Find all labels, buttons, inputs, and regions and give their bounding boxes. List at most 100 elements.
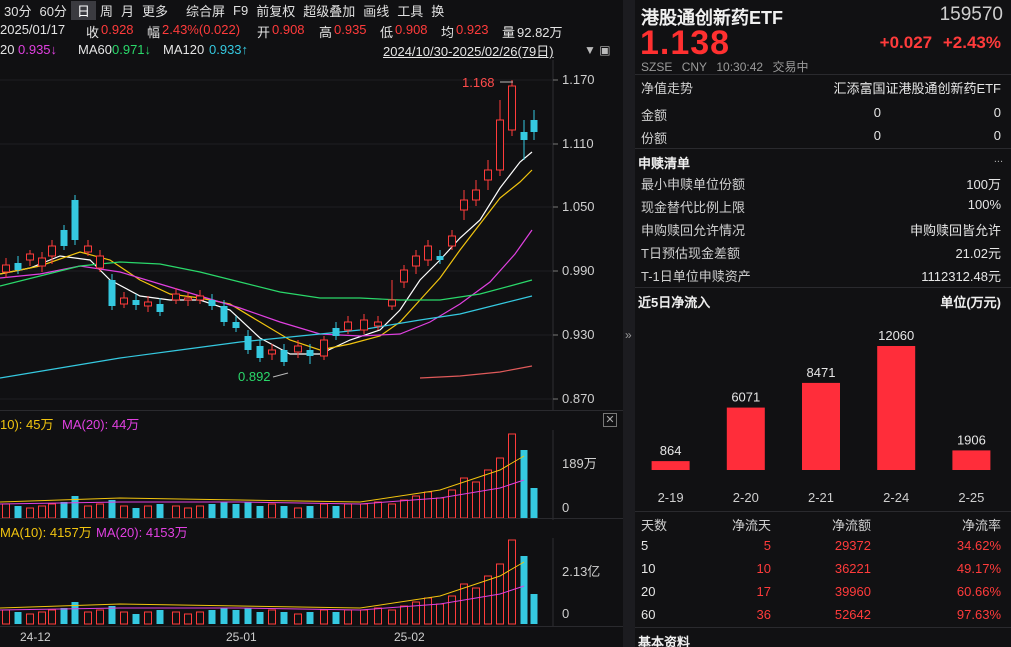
volume-bar bbox=[71, 602, 79, 624]
tab-week[interactable]: 周 bbox=[99, 3, 113, 19]
date-range-selector[interactable]: 2024/10/30-2025/02/26(79日) bbox=[383, 44, 554, 59]
candle-body bbox=[84, 245, 92, 253]
nav-trend-value: 汇添富国证港股通创新药ETF bbox=[833, 81, 1001, 96]
subscribe-list-header[interactable]: 申赎清单 ... bbox=[635, 148, 1011, 171]
volume-bar bbox=[156, 610, 164, 624]
volume-bar bbox=[306, 612, 314, 624]
volume-bar bbox=[280, 506, 288, 518]
sub-tick-label: 189万 bbox=[562, 456, 597, 471]
volume-bar bbox=[48, 503, 56, 519]
low-annotation: 0.892 bbox=[238, 369, 271, 384]
subscribe-value: 100% bbox=[967, 197, 1001, 212]
candle-body bbox=[436, 256, 444, 260]
volume-bar bbox=[268, 503, 276, 519]
ma-line bbox=[0, 295, 533, 379]
volume-bar bbox=[460, 583, 468, 625]
tab-more[interactable]: 更多 bbox=[141, 3, 168, 19]
collapse-arrow-icon[interactable]: » bbox=[625, 328, 632, 342]
volume-bar bbox=[220, 608, 228, 624]
low-value: 0.908 bbox=[395, 22, 428, 37]
tab-month[interactable]: 月 bbox=[120, 3, 134, 19]
ohlc-info-line: 2025/01/17 收 0.928 幅 2.43%(0.022) 开 0.90… bbox=[0, 21, 623, 40]
candles bbox=[2, 80, 538, 366]
tab-30min[interactable]: 30分 bbox=[4, 3, 32, 19]
flow-table-cell: 60.66% bbox=[956, 584, 1001, 599]
volume-bar bbox=[520, 556, 528, 624]
draw-line-button[interactable]: 画线 bbox=[363, 3, 390, 19]
volume-label: 量 bbox=[502, 25, 516, 40]
volume-bar bbox=[48, 609, 56, 625]
volume-bar bbox=[71, 496, 79, 518]
inflow-bar bbox=[877, 346, 916, 470]
flow-table-cell: 17 bbox=[756, 584, 771, 599]
volume-bar bbox=[120, 505, 128, 519]
forward-adjust-button[interactable]: 前复权 bbox=[256, 3, 296, 19]
flow-table-cell: 49.17% bbox=[956, 561, 1001, 576]
candle-body bbox=[484, 169, 492, 181]
tools-button[interactable]: 工具 bbox=[397, 3, 424, 19]
volume-bar bbox=[244, 502, 252, 518]
flow-table-cell: 52642 bbox=[834, 607, 871, 622]
super-overlay-button[interactable]: 超级叠加 bbox=[303, 3, 356, 19]
volume-bar bbox=[184, 507, 192, 519]
ma-lines bbox=[0, 151, 533, 379]
candle-body bbox=[424, 245, 432, 261]
shares-value-1: 0 bbox=[873, 128, 881, 143]
inflow-data-label: 1906 bbox=[957, 432, 986, 447]
candle-body bbox=[320, 339, 328, 357]
amount-value-1: 0 bbox=[873, 105, 881, 120]
volume-bar bbox=[144, 505, 152, 519]
volume-bar bbox=[400, 499, 408, 519]
comprehensive-screen-button[interactable]: 综合屏 bbox=[186, 3, 226, 19]
vol-ma10-label: 10): 45万 bbox=[0, 417, 54, 432]
high-value: 0.935 bbox=[334, 22, 367, 37]
subscribe-value: 申购赎回皆允许 bbox=[909, 223, 1001, 238]
tab-60min[interactable]: 60分 bbox=[39, 3, 67, 19]
candle-body bbox=[120, 297, 128, 305]
subscribe-row: 现金替代比例上限 100% bbox=[635, 194, 1011, 216]
more-icon[interactable]: ... bbox=[993, 153, 1003, 165]
tab-day[interactable]: 日 bbox=[70, 0, 96, 20]
inflow-category-label: 2-19 bbox=[658, 490, 684, 505]
inflow-data-label: 864 bbox=[660, 443, 682, 458]
switch-button[interactable]: 换 bbox=[431, 3, 445, 19]
volume-bar bbox=[38, 505, 46, 519]
price-tick-label: 0.990 bbox=[562, 263, 595, 278]
currency: CNY bbox=[681, 60, 708, 74]
amount-panel-header: MA(10): 4157万 MA(20): 4153万 bbox=[0, 518, 623, 540]
flow-table-cell: 5 bbox=[641, 538, 649, 553]
flow-table-header-cell: 天数 bbox=[641, 518, 668, 533]
volume-ma-line bbox=[0, 479, 525, 505]
flow-table-cell: 5 bbox=[763, 538, 771, 553]
inflow-bar bbox=[952, 450, 991, 470]
panel-divider[interactable]: » bbox=[623, 0, 635, 647]
candle-body bbox=[508, 85, 516, 131]
volume-bar bbox=[360, 609, 368, 625]
sub-tick-label: 2.13亿 bbox=[562, 564, 600, 579]
inflow-bar bbox=[802, 382, 840, 470]
kline-chart-area: 30分 60分 日 周 月 更多 综合屏 F9 前复权 超级叠加 画线 工具 换… bbox=[0, 0, 623, 644]
volume-bar bbox=[172, 611, 180, 625]
volume-ma-line bbox=[0, 585, 525, 611]
flow-table-header: 天数 净流天 净流额 净流率 bbox=[635, 512, 1011, 534]
subscribe-label: T-1日单位申赎资产 bbox=[641, 269, 751, 284]
candlestick-chart[interactable]: 1.170 1.110 1.050 0.990 0.930 0.870 1.168 0.8… bbox=[0, 60, 623, 410]
volume-bar bbox=[448, 595, 456, 625]
basic-info-header[interactable]: 基本资料 bbox=[635, 627, 1011, 647]
volume-bar bbox=[332, 506, 340, 518]
candle-body bbox=[412, 255, 420, 267]
flow-table-cell: 36221 bbox=[834, 561, 871, 576]
volume-bar bbox=[436, 497, 444, 519]
nav-trend-row[interactable]: 净值走势 汇添富国证港股通创新药ETF bbox=[635, 74, 1011, 96]
change-percent: +2.43% bbox=[942, 33, 1001, 52]
range-dropdown-icon[interactable]: ▼ ▣ bbox=[584, 43, 611, 57]
ma120-label: MA120 bbox=[163, 42, 205, 57]
volume-bar bbox=[184, 613, 192, 625]
volume-bar bbox=[388, 503, 396, 519]
close-icon[interactable]: ✕ bbox=[603, 413, 617, 427]
volume-bar bbox=[220, 502, 228, 518]
inflow-data-label: 8471 bbox=[807, 365, 836, 380]
volume-panel-header: 10): 45万 MA(20): 44万 bbox=[0, 410, 623, 432]
f9-button[interactable]: F9 bbox=[233, 2, 249, 18]
fund-name: 港股通创新药ETF bbox=[641, 8, 783, 28]
